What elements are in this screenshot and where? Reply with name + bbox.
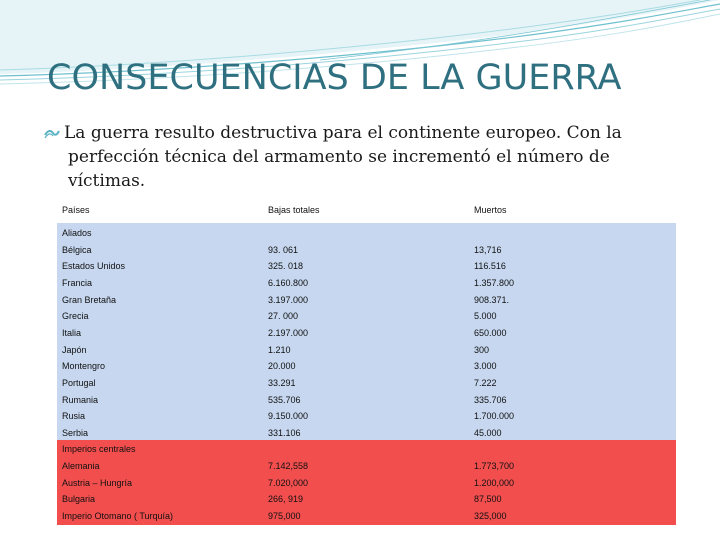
slide-title: CONSECUENCIAS DE LA GUERRA	[47, 58, 622, 98]
table-row: Bélgica 93. 061 13,716	[57, 242, 676, 258]
country-cell: Bulgaria	[62, 494, 96, 505]
bullet-line-rest: perfección técnica del armamento se incr…	[68, 147, 610, 191]
table-header-row: Países Bajas totales Muertos	[57, 199, 677, 223]
table-row: Japón 1.210 300	[57, 342, 676, 358]
deaths-cell: 3.000	[474, 361, 497, 372]
deaths-cell: 45.000	[474, 427, 502, 438]
total-casualties-cell: 266, 919	[268, 494, 304, 505]
bullet-line-first: La guerra resulto destructiva para el co…	[64, 123, 622, 143]
wave-bullet-icon	[44, 127, 64, 141]
deaths-cell: 650.000	[474, 327, 507, 338]
table-row: Bulgaria 266, 919 87,500	[57, 491, 676, 507]
table-row: Imperio Otomano ( Turquía) 975,000 325,000	[57, 508, 676, 524]
total-casualties-cell: 1.210	[268, 344, 291, 355]
table-row: Grecia 27. 000 5.000	[57, 308, 676, 324]
deaths-cell: 1.700.000	[474, 411, 515, 422]
table-row: Italia 2.197.000 650.000	[57, 325, 676, 341]
country-cell: Italia	[62, 327, 82, 338]
country-cell: Austria – Hungría	[62, 477, 133, 488]
total-casualties-cell: 27. 000	[268, 311, 299, 322]
total-casualties-cell: 975,000	[268, 511, 301, 521]
country-cell: Rusia	[62, 411, 86, 422]
table-row: Rusia 9.150.000 1.700.000	[57, 408, 676, 424]
deaths-cell: 1.357.800	[474, 277, 515, 288]
country-cell: Aliados	[62, 228, 92, 238]
country-cell: Imperio Otomano ( Turquía)	[62, 511, 174, 521]
table-row: Gran Bretaña 3.197.000 908.371.	[57, 292, 676, 308]
table-row: Rumania 535.706 335.706	[57, 392, 676, 408]
total-casualties-cell: 7.020,000	[268, 477, 309, 488]
header-paises: Países	[62, 205, 90, 215]
table-row: Alemania 7.142,558 1.773,700	[57, 458, 676, 474]
deaths-cell: 87,500	[474, 494, 502, 505]
country-cell: Alemania	[62, 461, 100, 472]
total-casualties-cell: 3.197.000	[268, 294, 309, 305]
table-row: Francia 6.160.800 1.357.800	[57, 275, 676, 291]
table-row: Estados Unidos 325. 018 116.516	[57, 258, 676, 274]
table-row: Portugal 33.291 7.222	[57, 375, 676, 391]
country-cell: Imperios centrales	[62, 444, 136, 455]
deaths-cell: 13,716	[474, 244, 502, 255]
total-casualties-cell: 93. 061	[268, 244, 299, 255]
table-row: Aliados	[57, 225, 676, 241]
total-casualties-cell: 535.706	[268, 394, 301, 405]
deaths-cell: 116.516	[474, 261, 506, 272]
total-casualties-cell: 2.197.000	[268, 327, 309, 338]
total-casualties-cell: 331.106	[268, 427, 301, 438]
deaths-cell: 5.000	[474, 311, 497, 322]
total-casualties-cell: 20.000	[268, 361, 296, 372]
deaths-cell: 1.773,700	[474, 461, 515, 472]
table-row: Imperios centrales	[57, 441, 676, 457]
deaths-cell: 325,000	[474, 511, 507, 521]
total-casualties-cell: 7.142,558	[268, 461, 309, 472]
bullet-text: La guerra resulto destructiva para el co…	[64, 121, 674, 193]
total-casualties-cell: 33.291	[268, 377, 296, 388]
header-wave-decoration	[0, 0, 720, 85]
deaths-cell: 335.706	[474, 394, 507, 405]
country-cell: Rumania	[62, 394, 99, 405]
deaths-cell: 300	[474, 344, 490, 355]
country-cell: Estados Unidos	[62, 261, 126, 272]
central-powers-band	[57, 440, 676, 525]
country-cell: Grecia	[62, 311, 89, 322]
deaths-cell: 7.222	[474, 377, 497, 388]
deaths-cell: 1.200,000	[474, 477, 515, 488]
header-muertos: Muertos	[474, 205, 507, 215]
total-casualties-cell: 6.160.800	[268, 277, 309, 288]
table-row: Montengro 20.000 3.000	[57, 358, 676, 374]
total-casualties-cell: 325. 018	[268, 261, 304, 272]
country-cell: Francia	[62, 277, 93, 288]
country-cell: Gran Bretaña	[62, 294, 117, 305]
country-cell: Portugal	[62, 377, 96, 388]
deaths-cell: 908.371.	[474, 294, 510, 305]
country-cell: Bélgica	[62, 244, 92, 255]
header-bajas-totales: Bajas totales	[268, 205, 320, 215]
total-casualties-cell: 9.150.000	[268, 411, 309, 422]
table-row: Austria – Hungría 7.020,000 1.200,000	[57, 475, 676, 491]
allies-band	[57, 223, 676, 440]
country-cell: Japón	[62, 344, 87, 355]
country-cell: Montengro	[62, 361, 106, 372]
country-cell: Serbia	[62, 427, 89, 438]
table-row: Serbia 331.106 45.000	[57, 425, 676, 441]
